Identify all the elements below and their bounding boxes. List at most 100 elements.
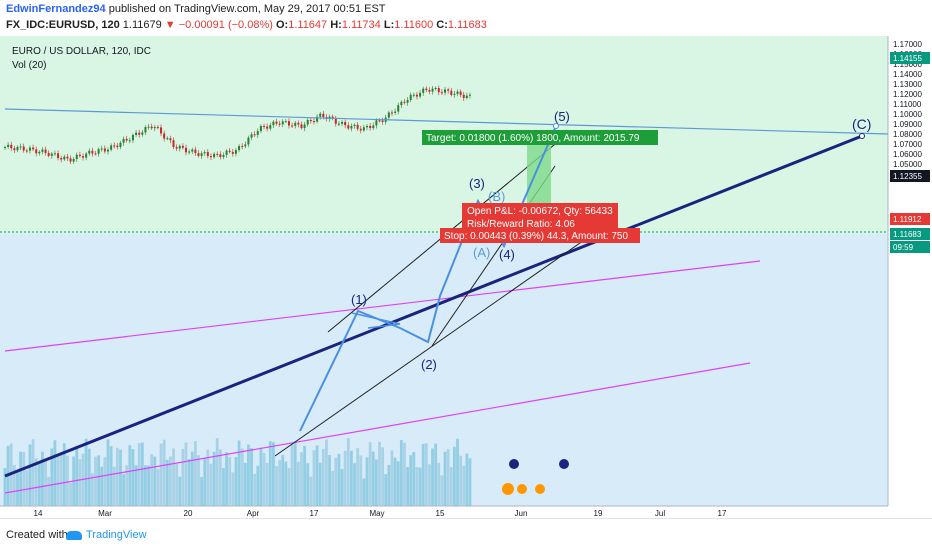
tradingview-logo[interactable]: TradingView [66,529,147,541]
candle-body [256,131,259,135]
candle-body [169,138,172,141]
price-chart[interactable]: (1) (2) (3) (4) (5) (A) (B) (C) Target: … [0,36,932,518]
volume-bar [368,442,372,506]
volume-bar [390,450,394,506]
candle-body [72,158,75,162]
candle-body [78,154,81,157]
candle-body [35,149,38,154]
candle-body [47,152,50,156]
candle [128,137,131,144]
candle [219,151,222,160]
volume-bar [150,454,154,506]
candle [341,120,344,127]
candle-body [372,125,375,129]
candle-body [238,146,241,151]
candle [32,144,35,152]
volume-bar [328,455,331,506]
candle [47,150,50,158]
wave5-point[interactable] [553,123,559,129]
lower-channel-line [4,362,751,494]
volume-bar [97,455,101,506]
candle [231,148,234,157]
event-flag-icon[interactable] [517,484,527,494]
price-tick-label: 1.15000 [893,60,922,69]
author-link[interactable]: EdwinFernandez94 [6,3,106,15]
candle [94,150,97,156]
candle [259,124,262,134]
candle-body [344,122,347,126]
candle [334,115,337,127]
candle [331,114,334,121]
candle [113,142,116,149]
news-event-icons[interactable] [502,459,569,495]
volume-bar [381,447,385,506]
volume-bar [212,451,216,506]
candle-body [10,144,13,149]
candle-body [153,127,156,129]
candle [216,151,219,158]
volume-bar [144,465,147,506]
volume-bar [359,455,363,506]
target-box[interactable] [422,130,658,145]
volume-bar [169,456,172,506]
candle [38,150,41,156]
candle-body [131,134,134,141]
volume-bar [431,448,434,506]
candle [103,145,106,154]
candle-body [144,127,147,133]
publication-line: EdwinFernandez94 published on TradingVie… [6,3,386,15]
candle [390,110,393,116]
series-title: EURO / US DOLLAR, 120, IDC [12,46,151,57]
candle [172,137,175,150]
candle [122,136,125,146]
candle [300,121,303,130]
wave-label-2: (2) [421,357,437,372]
volume-bar [331,471,335,506]
volume-bar [243,462,247,506]
candle [82,153,85,161]
price-tick-label: 1.05000 [893,160,922,169]
volume-bar [259,447,263,506]
stop-box[interactable] [440,228,640,243]
volume-bar [140,442,144,506]
candle [459,89,462,98]
candle-body [353,124,356,127]
price-tick-label: 1.07000 [893,140,922,149]
event-flag-icon[interactable] [559,459,569,469]
pnl-box[interactable] [462,203,618,231]
volume-bar [87,448,91,506]
wave-label-3: (3) [469,176,485,191]
candle [291,122,294,129]
event-flag-icon[interactable] [509,459,519,469]
price-badge-bg [890,241,930,253]
candle [241,143,244,150]
candle-body [175,147,178,149]
footer-bar: Created with TradingView [0,518,932,551]
candle [362,124,365,133]
candle-body [387,112,390,118]
volume-bar [459,455,463,506]
time-tick-label: Apr [247,509,260,518]
candle-body [103,148,106,152]
candle [434,86,437,91]
candle-body [41,149,44,152]
time-tick-label: May [369,509,384,518]
candle-body [465,95,468,98]
candle [281,119,284,128]
volume-bar [309,476,313,506]
candle-body [431,88,434,92]
candle [66,153,69,162]
volume-bar [456,438,459,506]
candle [191,147,194,154]
event-flag-icon[interactable] [535,484,545,494]
volume-bar [222,468,225,506]
price-tick-label: 1.10000 [893,110,922,119]
publication-header: EdwinFernandez94 published on TradingVie… [0,0,932,36]
volume-bars [3,438,472,506]
wave-c-point[interactable] [859,133,865,139]
candle-body [110,145,113,150]
candle [166,136,169,141]
event-flag-icon[interactable] [502,483,514,495]
volume-bar [306,463,310,506]
volume-bar [215,438,219,506]
